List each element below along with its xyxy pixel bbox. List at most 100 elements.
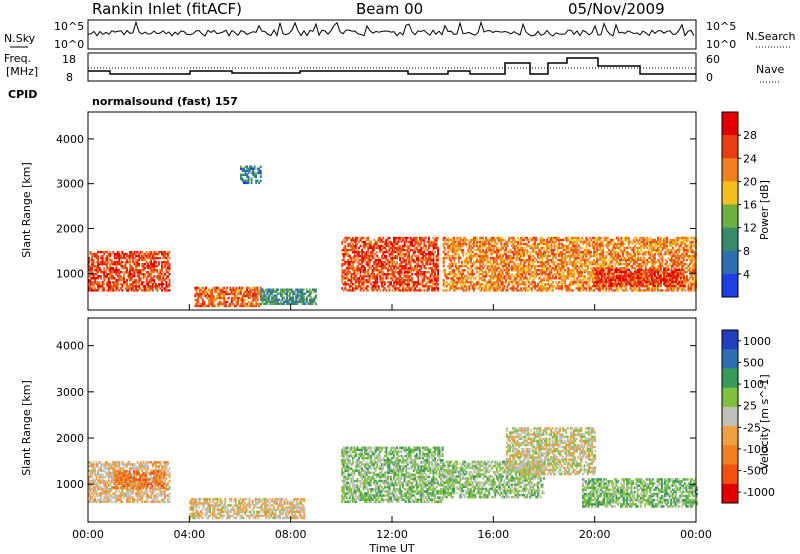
power-cell	[593, 277, 595, 280]
power-cell	[365, 260, 368, 264]
power-cell	[197, 292, 200, 296]
power-cell	[165, 283, 168, 286]
power-cell	[637, 263, 640, 266]
power-cell	[491, 244, 494, 248]
power-cell	[647, 240, 650, 244]
power-cell	[138, 273, 141, 276]
power-cell	[520, 248, 523, 252]
power-cell	[382, 279, 385, 282]
power-cell	[290, 298, 293, 301]
power-cell	[88, 273, 90, 276]
power-cell	[97, 285, 99, 288]
power-cell	[581, 267, 583, 270]
power-cell	[376, 240, 379, 244]
power-cell	[568, 263, 571, 266]
power-cell	[623, 238, 626, 242]
power-cell	[577, 260, 580, 264]
power-cell	[462, 287, 465, 290]
power-cell	[549, 244, 551, 248]
power-cell	[115, 285, 118, 288]
power-cell	[547, 275, 550, 278]
power-cell	[669, 258, 671, 262]
power-cell	[444, 275, 447, 278]
power-cell	[631, 242, 633, 246]
power-cell	[352, 246, 354, 250]
power-cell	[206, 292, 209, 296]
power-cell	[529, 275, 532, 278]
power-cell	[617, 256, 620, 260]
power-cell	[409, 244, 412, 248]
power-cell	[599, 248, 602, 252]
power-cell	[480, 273, 483, 276]
power-cell	[670, 287, 673, 290]
power-cell	[652, 238, 655, 242]
power-cell	[494, 240, 497, 244]
power-cell	[567, 287, 570, 290]
power-cell	[647, 285, 650, 288]
power-cell	[641, 260, 644, 264]
power-cell	[150, 271, 153, 274]
power-cell	[235, 296, 238, 300]
power-cell	[167, 275, 169, 278]
power-cell	[638, 238, 641, 242]
power-cell	[492, 289, 495, 292]
power-cell	[157, 277, 160, 280]
power-cell	[451, 271, 454, 274]
power-cell	[91, 252, 93, 256]
power-cell	[523, 269, 526, 272]
power-cell	[670, 238, 673, 242]
power-cell	[505, 252, 507, 256]
power-cell	[249, 294, 251, 298]
power-cell	[555, 254, 557, 258]
power-cell	[408, 267, 411, 270]
power-cell	[374, 263, 377, 266]
power-cell	[246, 290, 248, 294]
power-cell	[611, 275, 614, 278]
power-cell	[581, 275, 583, 278]
power-cell	[296, 292, 299, 295]
power-cell	[486, 260, 489, 264]
power-cell	[130, 275, 133, 278]
power-cell	[266, 302, 269, 305]
power-cell	[650, 240, 653, 244]
power-cell	[562, 263, 565, 266]
power-cell	[539, 279, 542, 282]
power-cell	[523, 254, 526, 258]
power-cell	[524, 269, 527, 272]
power-cell	[119, 256, 122, 260]
power-cell	[130, 273, 133, 276]
power-cell	[539, 238, 542, 242]
power-cell	[584, 263, 586, 266]
power-cell	[664, 250, 667, 254]
power-cell	[489, 279, 492, 282]
power-cell	[476, 283, 478, 286]
power-cell	[450, 267, 453, 270]
power-cell	[391, 242, 394, 246]
power-cell	[203, 290, 206, 294]
power-cell	[88, 275, 90, 278]
power-cell	[453, 287, 456, 290]
power-cell	[388, 263, 391, 266]
power-cell	[116, 281, 119, 284]
power-cell	[101, 281, 104, 284]
power-cell	[474, 248, 477, 252]
power-cell	[523, 248, 526, 252]
power-cell	[588, 252, 591, 256]
power-cell	[373, 242, 376, 246]
power-cell	[637, 246, 640, 250]
power-cell	[549, 240, 551, 244]
power-cell	[498, 287, 501, 290]
power-cell	[541, 267, 544, 270]
power-cell	[470, 281, 472, 284]
power-cell	[287, 290, 290, 293]
power-cell	[669, 252, 671, 256]
power-cell	[612, 289, 615, 292]
power-cell	[345, 283, 348, 286]
power-cell	[571, 236, 574, 240]
power-cell	[91, 254, 93, 258]
power-cell	[491, 275, 494, 278]
power-cell	[593, 248, 595, 252]
power-cell	[451, 287, 454, 290]
power-cell	[584, 248, 586, 252]
power-cell	[526, 238, 529, 242]
